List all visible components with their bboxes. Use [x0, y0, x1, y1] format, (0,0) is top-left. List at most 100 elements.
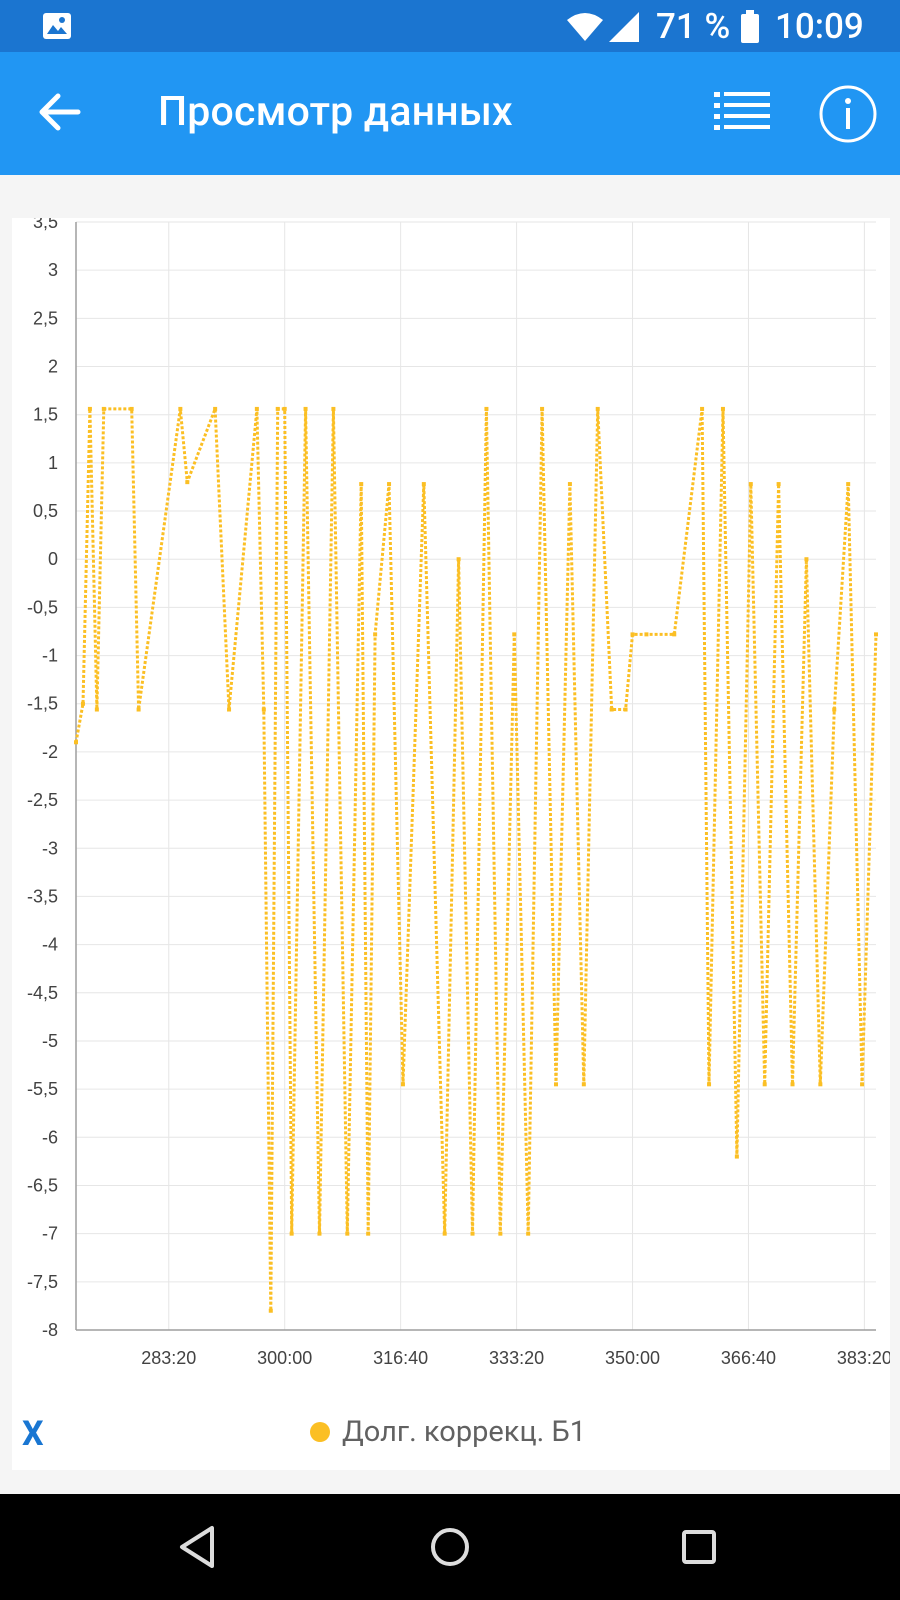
data-point [707, 1082, 712, 1087]
clock: 10:09 [775, 6, 864, 47]
data-point [303, 406, 308, 411]
y-tick-label: 1 [48, 453, 58, 473]
data-point [512, 632, 517, 637]
data-point [442, 1231, 447, 1236]
data-point [178, 406, 183, 411]
data-point [268, 1308, 273, 1313]
data-point [387, 482, 392, 487]
data-point [254, 406, 259, 411]
data-point [261, 707, 266, 712]
battery-icon [741, 10, 759, 43]
data-point [790, 1082, 795, 1087]
home-circle-icon[interactable] [423, 1520, 477, 1574]
signal-icon [609, 12, 639, 42]
data-point [581, 1082, 586, 1087]
data-point [282, 406, 287, 411]
data-point [331, 406, 336, 411]
x-tick-label: 366:40 [721, 1348, 776, 1368]
chart-card: 3,5 3 2,5 2 1,5 1 0,5 0 -0,5 -1 -1,5 -2 -2,5 -3 -3,5 -4… [12, 218, 890, 1470]
data-point [421, 482, 426, 487]
navigation-bar [0, 1494, 900, 1600]
battery-percent: 71 % [656, 6, 731, 47]
page-title: Просмотр данных [158, 88, 513, 136]
y-tick-label: -3 [42, 838, 58, 858]
y-tick-label: -5,5 [27, 1079, 58, 1099]
data-point [860, 1082, 865, 1087]
status-bar: 71 % 10:09 [0, 0, 900, 52]
data-point [213, 406, 218, 411]
back-arrow-icon[interactable] [30, 82, 90, 142]
close-chart-button[interactable]: X [22, 1414, 44, 1454]
y-tick-label: 0,5 [33, 501, 58, 521]
data-point [470, 1231, 475, 1236]
data-point [289, 1231, 294, 1236]
y-tick-label: -7,5 [27, 1272, 58, 1292]
data-point [595, 406, 600, 411]
x-tick-label: 300:00 [257, 1348, 312, 1368]
y-tick-label: -1 [42, 646, 58, 666]
data-point [700, 406, 705, 411]
data-point [720, 406, 725, 411]
y-tick-label: 2,5 [33, 308, 58, 328]
data-point [734, 1154, 739, 1159]
legend-color-dot [310, 1422, 330, 1442]
data-point [366, 1231, 371, 1236]
data-point [804, 557, 809, 562]
data-point [484, 406, 489, 411]
y-tick-label: -6 [42, 1127, 58, 1147]
data-point [345, 1231, 350, 1236]
data-point [456, 557, 461, 562]
info-icon[interactable] [818, 84, 878, 144]
line-chart[interactable]: 3,5 3 2,5 2 1,5 1 0,5 0 -0,5 -1 -1,5 -2 -2,5 -3 -3,5 -4… [12, 218, 890, 1398]
data-point [832, 707, 837, 712]
data-point [748, 482, 753, 487]
data-point [846, 482, 851, 487]
chart-legend: Долг. коррекц. Б1 [310, 1412, 586, 1452]
x-tick-label: 333:20 [489, 1348, 544, 1368]
y-tick-label: 0 [48, 549, 58, 569]
data-point [672, 632, 677, 637]
y-tick-label: -6,5 [27, 1175, 58, 1195]
data-point [818, 1082, 823, 1087]
data-point [498, 1231, 503, 1236]
data-point [567, 482, 572, 487]
data-point [80, 701, 85, 706]
back-triangle-icon[interactable] [172, 1520, 226, 1574]
recents-square-icon[interactable] [672, 1520, 726, 1574]
data-point [400, 1082, 405, 1087]
y-tick-label: -1,5 [27, 694, 58, 714]
y-tick-label: 3,5 [33, 218, 58, 232]
data-point [275, 406, 280, 411]
x-tick-label: 350:00 [605, 1348, 660, 1368]
y-tick-label: -2,5 [27, 790, 58, 810]
data-point [623, 707, 628, 712]
series-line [74, 407, 878, 1313]
legend-series-label: Долг. коррекц. Б1 [342, 1415, 587, 1449]
data-point [609, 707, 614, 712]
data-point [874, 632, 878, 637]
y-tick-label: -4 [42, 935, 58, 955]
data-point [644, 632, 649, 637]
data-point [74, 740, 78, 745]
y-tick-label: -5 [42, 1031, 58, 1051]
data-point [762, 1082, 767, 1087]
app-bar: Просмотр данных [0, 52, 900, 175]
x-tick-label: 383:20 [837, 1348, 890, 1368]
data-point [776, 482, 781, 487]
gallery-icon [43, 13, 71, 39]
y-tick-label: -8 [42, 1320, 58, 1340]
y-tick-label: -7 [42, 1224, 58, 1244]
x-tick-label: 316:40 [373, 1348, 428, 1368]
x-tick-label: 283:20 [141, 1348, 196, 1368]
wifi-icon [567, 13, 603, 41]
y-tick-label: 3 [48, 260, 58, 280]
data-point [317, 1231, 322, 1236]
data-point [87, 406, 92, 411]
data-point [101, 406, 106, 411]
list-icon[interactable] [710, 82, 774, 146]
y-tick-label: 2 [48, 357, 58, 377]
data-point [129, 406, 134, 411]
data-point [185, 480, 190, 485]
data-point [373, 632, 378, 637]
data-point [359, 482, 364, 487]
